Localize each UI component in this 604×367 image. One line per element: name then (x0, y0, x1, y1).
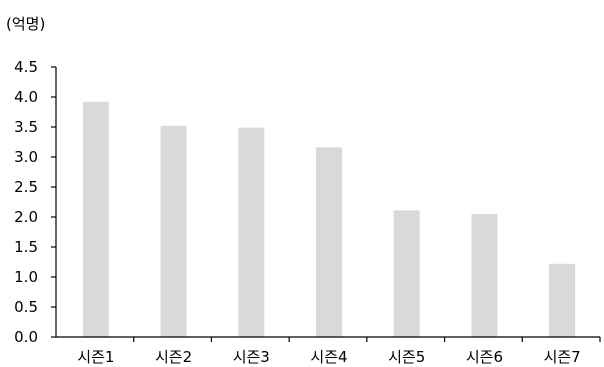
y-axis-ticks: 0.0 0.5 1.0 1.5 2.0 2.5 3.0 3.5 4.0 4.5 (14, 58, 56, 346)
x-tick-label: 시즌4 (310, 348, 347, 366)
y-tick-label: 1.5 (14, 238, 38, 256)
x-tick-label: 시즌3 (233, 348, 270, 366)
y-tick-label: 3.0 (14, 148, 38, 166)
y-tick-label: 4.5 (14, 58, 38, 76)
bar (82, 101, 109, 337)
x-tick-label: 시즌6 (466, 348, 503, 366)
x-tick-label: 시즌5 (388, 348, 425, 366)
bar (238, 127, 265, 337)
x-tick-label: 시즌7 (544, 348, 581, 366)
bars (82, 101, 576, 337)
y-tick-label: 2.5 (14, 178, 38, 196)
y-tick-label: 0.5 (14, 298, 38, 316)
bar (316, 147, 342, 337)
x-tick-label: 시즌1 (77, 348, 114, 366)
y-tick-label: 2.0 (14, 208, 38, 226)
y-tick-label: 0.0 (14, 328, 38, 346)
x-tick-label: 시즌2 (155, 348, 192, 366)
y-tick-label: 4.0 (14, 88, 38, 106)
y-tick-label: 3.5 (14, 118, 38, 136)
y-axis-unit-label: (억명) (6, 15, 45, 33)
y-tick-label: 1.0 (14, 268, 38, 286)
bar (393, 210, 420, 337)
bar (160, 125, 187, 337)
bar (549, 263, 576, 337)
bar (471, 214, 498, 337)
x-axis: 시즌1 시즌2 시즌3 시즌4 시즌5 시즌6 시즌7 (77, 337, 601, 366)
